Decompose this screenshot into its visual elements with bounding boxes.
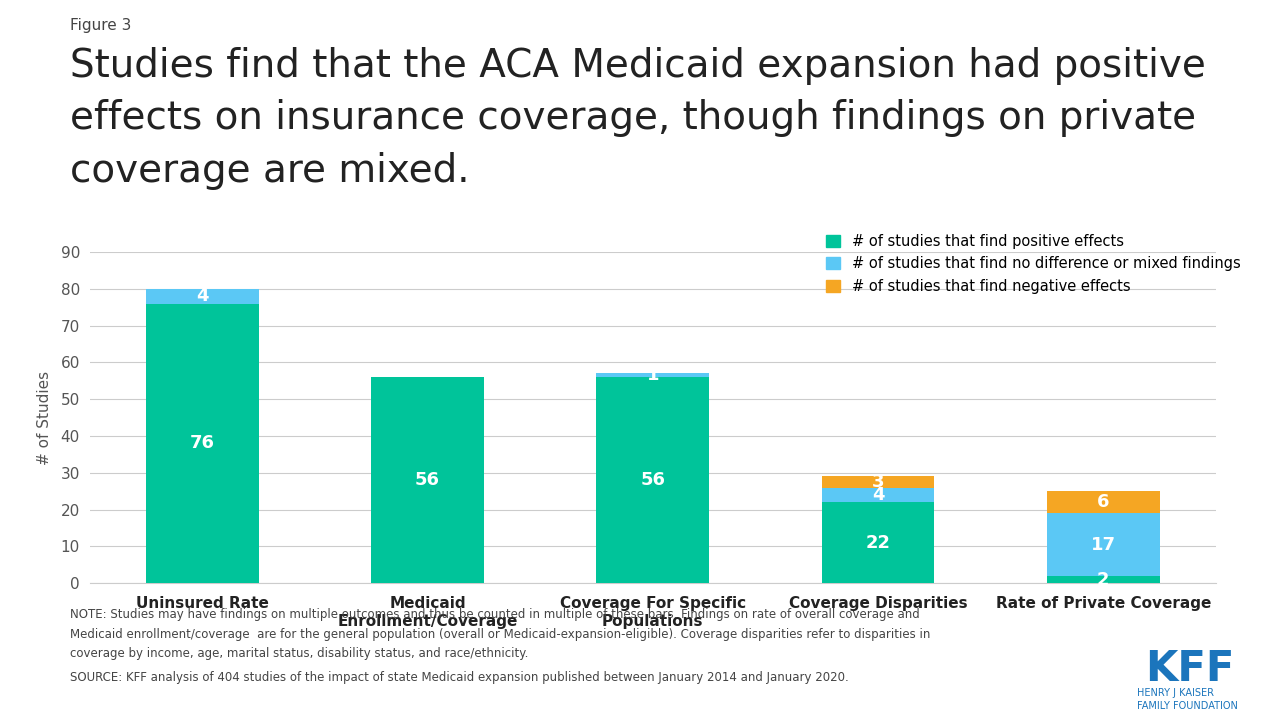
Text: Studies find that the ACA Medicaid expansion had positive: Studies find that the ACA Medicaid expan… xyxy=(70,47,1206,85)
Text: NOTE: Studies may have findings on multiple outcomes and thus be counted in mult: NOTE: Studies may have findings on multi… xyxy=(70,608,920,621)
Text: 22: 22 xyxy=(865,534,891,552)
Text: 4: 4 xyxy=(872,486,884,504)
Bar xyxy=(822,503,934,583)
Bar xyxy=(596,377,709,583)
Text: 56: 56 xyxy=(415,471,440,489)
Text: KFF: KFF xyxy=(1146,648,1235,690)
Text: coverage by income, age, marital status, disability status, and race/ethnicity.: coverage by income, age, marital status,… xyxy=(70,647,529,660)
Text: 4: 4 xyxy=(196,287,209,305)
Text: HENRY J KAISER
FAMILY FOUNDATION: HENRY J KAISER FAMILY FOUNDATION xyxy=(1137,688,1238,711)
Legend: # of studies that find positive effects, # of studies that find no difference or: # of studies that find positive effects,… xyxy=(826,234,1240,294)
Bar xyxy=(596,374,709,377)
Text: 56: 56 xyxy=(640,471,666,489)
Text: 6: 6 xyxy=(1097,493,1110,511)
Bar xyxy=(1047,513,1160,576)
Text: 17: 17 xyxy=(1091,536,1116,554)
Bar xyxy=(146,289,259,304)
Bar xyxy=(822,477,934,487)
Text: coverage are mixed.: coverage are mixed. xyxy=(70,152,470,190)
Bar xyxy=(146,304,259,583)
Text: 76: 76 xyxy=(189,434,215,452)
Bar xyxy=(822,487,934,503)
Bar xyxy=(1047,491,1160,513)
Text: 2: 2 xyxy=(1097,570,1110,588)
Y-axis label: # of Studies: # of Studies xyxy=(37,371,52,464)
Text: effects on insurance coverage, though findings on private: effects on insurance coverage, though fi… xyxy=(70,99,1197,138)
Text: Medicaid enrollment/coverage  are for the general population (overall or Medicai: Medicaid enrollment/coverage are for the… xyxy=(70,628,931,641)
Text: 3: 3 xyxy=(872,473,884,491)
Text: SOURCE: KFF analysis of 404 studies of the impact of state Medicaid expansion pu: SOURCE: KFF analysis of 404 studies of t… xyxy=(70,671,849,684)
Text: Figure 3: Figure 3 xyxy=(70,18,132,33)
Bar xyxy=(371,377,484,583)
Bar xyxy=(1047,576,1160,583)
Text: 1: 1 xyxy=(646,366,659,384)
